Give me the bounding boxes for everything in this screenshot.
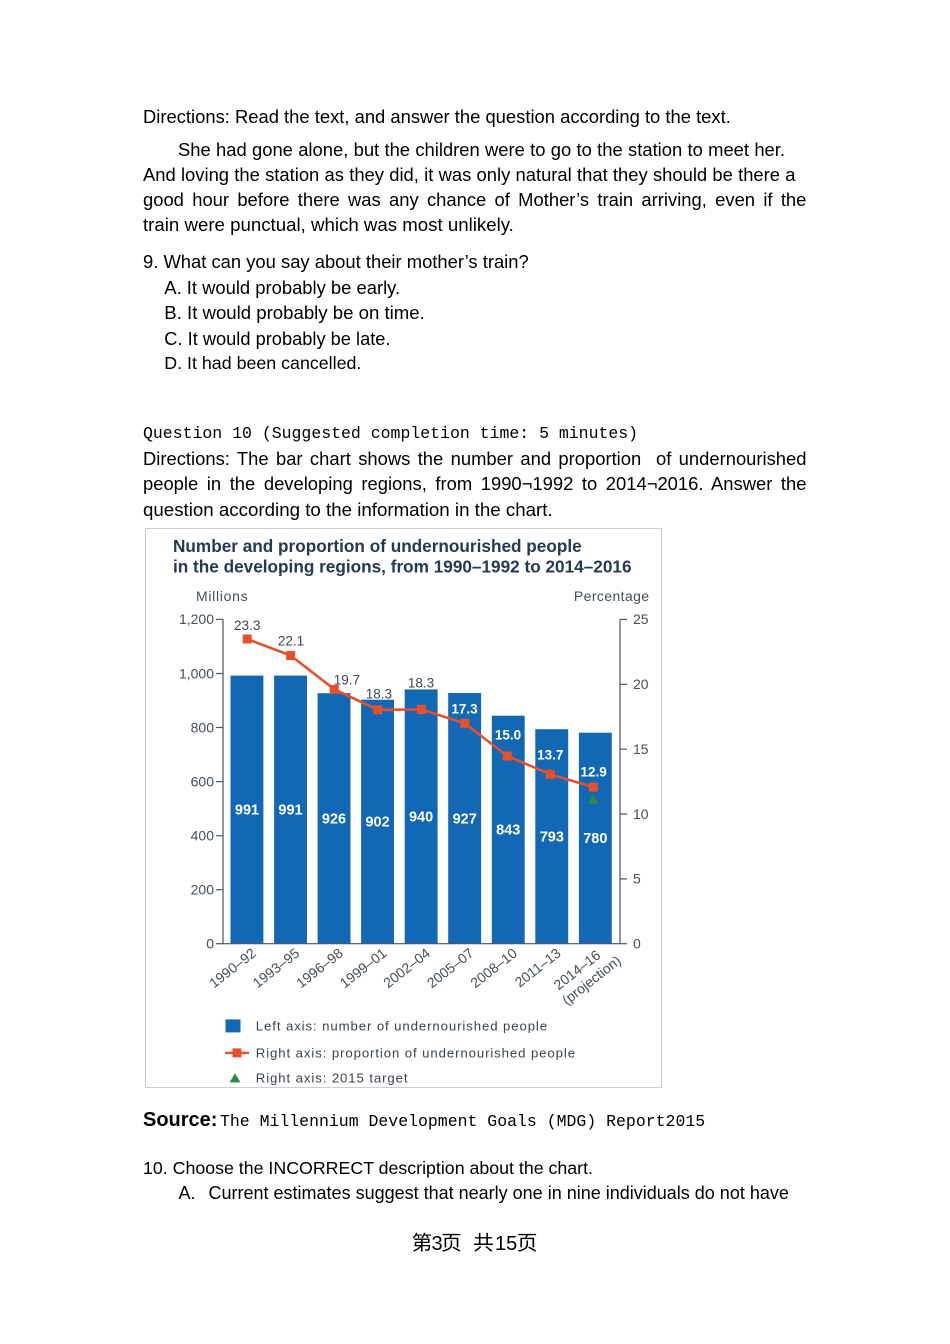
svg-text:Left axis: number of undernour: Left axis: number of undernourished peop… bbox=[256, 1018, 548, 1033]
svg-text:15: 15 bbox=[495, 1233, 517, 1255]
svg-text:Percentage: Percentage bbox=[574, 588, 650, 604]
svg-text:600: 600 bbox=[191, 773, 215, 789]
svg-text:18.3: 18.3 bbox=[408, 676, 434, 691]
svg-text:in the developing regions, fro: in the developing regions, from 1990–199… bbox=[173, 557, 632, 577]
svg-text:200: 200 bbox=[191, 882, 215, 898]
svg-text:800: 800 bbox=[191, 719, 215, 735]
svg-text:793: 793 bbox=[540, 829, 564, 845]
svg-text:13.7: 13.7 bbox=[537, 747, 563, 762]
svg-text:5: 5 bbox=[633, 871, 641, 887]
svg-text:0: 0 bbox=[633, 936, 641, 952]
svg-text:927: 927 bbox=[453, 811, 477, 827]
svg-text:25: 25 bbox=[633, 611, 649, 627]
svg-text:23.3: 23.3 bbox=[234, 618, 260, 633]
svg-text:902: 902 bbox=[365, 815, 389, 831]
svg-text:843: 843 bbox=[496, 823, 520, 839]
svg-text:3: 3 bbox=[432, 1233, 443, 1255]
svg-text:0: 0 bbox=[206, 936, 214, 952]
svg-text:15: 15 bbox=[633, 741, 649, 757]
svg-text:12.9: 12.9 bbox=[580, 765, 606, 780]
svg-text:20: 20 bbox=[633, 676, 649, 692]
svg-text:Right axis: proportion of unde: Right axis: proportion of undernourished… bbox=[256, 1046, 576, 1061]
svg-text:Millions: Millions bbox=[196, 588, 248, 604]
svg-text:991: 991 bbox=[278, 803, 302, 819]
svg-text:991: 991 bbox=[235, 803, 259, 819]
svg-text:780: 780 bbox=[583, 831, 607, 847]
svg-text:19.7: 19.7 bbox=[334, 673, 360, 688]
svg-text:Right axis: 2015 target: Right axis: 2015 target bbox=[256, 1070, 409, 1085]
svg-text:22.1: 22.1 bbox=[278, 634, 304, 649]
svg-text:10: 10 bbox=[633, 806, 649, 822]
svg-text:Number and proportion of under: Number and proportion of undernourished … bbox=[173, 536, 582, 556]
svg-text:15.0: 15.0 bbox=[495, 728, 521, 743]
svg-text:940: 940 bbox=[409, 810, 433, 826]
svg-text:18.3: 18.3 bbox=[366, 687, 392, 702]
svg-text:926: 926 bbox=[322, 811, 346, 827]
svg-text:400: 400 bbox=[191, 828, 215, 844]
svg-text:1,000: 1,000 bbox=[179, 665, 214, 681]
svg-text:1,200: 1,200 bbox=[179, 611, 214, 627]
svg-text:17.3: 17.3 bbox=[451, 702, 478, 717]
